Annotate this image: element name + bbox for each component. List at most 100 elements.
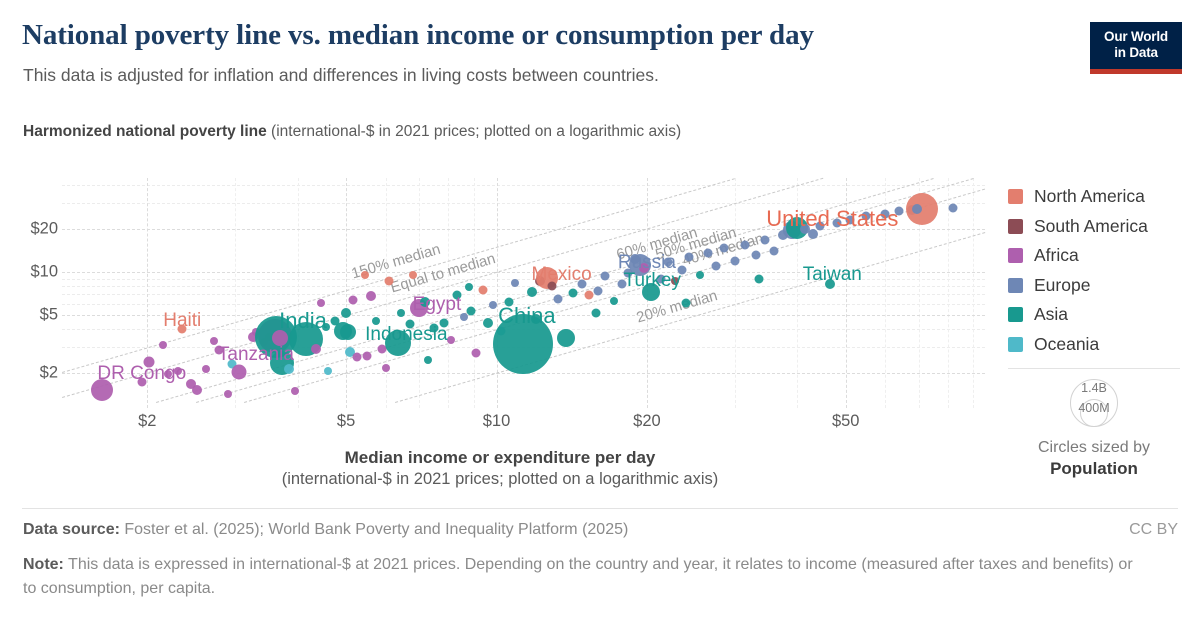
country-label[interactable]: Taiwan xyxy=(802,263,862,285)
data-point[interactable] xyxy=(365,291,376,302)
data-point[interactable] xyxy=(466,306,476,316)
scatter-plot-area[interactable]: 150% median Equal to median 60% median 50% … xyxy=(0,170,1200,410)
data-point[interactable] xyxy=(894,206,904,216)
data-point[interactable] xyxy=(577,279,587,289)
data-point[interactable] xyxy=(482,317,493,328)
country-label[interactable]: Turkey xyxy=(623,270,681,292)
data-point[interactable] xyxy=(271,329,288,346)
data-point[interactable] xyxy=(845,215,855,225)
data-point[interactable] xyxy=(90,378,113,401)
region-legend[interactable]: North America South America Africa Europe As… xyxy=(1008,182,1148,359)
data-point[interactable] xyxy=(321,322,330,331)
data-point[interactable] xyxy=(330,316,340,326)
data-point[interactable] xyxy=(352,352,362,362)
data-point[interactable] xyxy=(880,209,890,218)
data-point[interactable] xyxy=(420,296,431,307)
data-point[interactable] xyxy=(429,323,439,333)
our-world-in-data-logo[interactable]: Our World in Data xyxy=(1090,22,1182,74)
data-point[interactable] xyxy=(186,378,197,389)
data-point[interactable] xyxy=(324,367,332,376)
data-point[interactable] xyxy=(459,313,468,322)
data-point[interactable] xyxy=(397,309,406,318)
data-point[interactable] xyxy=(677,265,687,275)
data-point[interactable] xyxy=(446,336,455,345)
data-point[interactable] xyxy=(405,319,415,329)
data-point[interactable] xyxy=(177,324,187,334)
data-point[interactable] xyxy=(377,344,387,354)
data-point[interactable] xyxy=(493,314,554,375)
legend-item-europe[interactable]: Europe xyxy=(1008,271,1148,301)
data-point[interactable] xyxy=(381,364,390,373)
data-point[interactable] xyxy=(584,290,594,300)
data-point[interactable] xyxy=(730,256,740,266)
data-point[interactable] xyxy=(439,318,449,328)
data-point[interactable] xyxy=(284,363,295,374)
data-point[interactable] xyxy=(227,359,237,369)
data-point[interactable] xyxy=(703,248,713,258)
data-point[interactable] xyxy=(751,250,761,260)
data-point[interactable] xyxy=(163,370,172,379)
data-point[interactable] xyxy=(610,296,619,305)
license-label[interactable]: CC BY xyxy=(1129,521,1178,538)
data-point[interactable] xyxy=(617,279,627,289)
legend-item-north-america[interactable]: North America xyxy=(1008,182,1148,212)
data-point[interactable] xyxy=(786,217,809,240)
data-point[interactable] xyxy=(310,343,321,354)
data-point[interactable] xyxy=(489,300,498,309)
data-point[interactable] xyxy=(464,282,473,291)
data-point[interactable] xyxy=(137,377,147,387)
data-point[interactable] xyxy=(223,390,232,399)
data-point[interactable] xyxy=(711,261,721,271)
country-label[interactable]: Tanzania xyxy=(217,344,294,366)
data-point[interactable] xyxy=(341,307,352,318)
data-point[interactable] xyxy=(384,330,411,357)
data-point[interactable] xyxy=(557,328,576,347)
data-point[interactable] xyxy=(201,364,210,373)
country-label[interactable]: Indonesia xyxy=(365,324,448,346)
data-point[interactable] xyxy=(504,297,514,307)
data-point[interactable] xyxy=(638,263,649,274)
data-point[interactable] xyxy=(290,387,299,396)
data-point[interactable] xyxy=(362,351,372,361)
data-point[interactable] xyxy=(511,278,520,287)
legend-item-asia[interactable]: Asia xyxy=(1008,300,1148,330)
data-point[interactable] xyxy=(471,348,481,358)
country-label[interactable]: Haiti xyxy=(163,309,202,331)
data-point[interactable] xyxy=(912,204,923,215)
data-point[interactable] xyxy=(760,235,770,245)
data-point[interactable] xyxy=(478,285,488,295)
data-point[interactable] xyxy=(408,270,417,279)
data-point[interactable] xyxy=(547,281,557,291)
country-label[interactable]: Egypt xyxy=(412,293,462,315)
data-point[interactable] xyxy=(591,308,601,318)
data-point[interactable] xyxy=(568,288,578,298)
data-point[interactable] xyxy=(684,252,694,262)
data-point[interactable] xyxy=(681,298,691,308)
data-point[interactable] xyxy=(824,278,835,289)
data-point[interactable] xyxy=(158,341,167,350)
data-point[interactable] xyxy=(372,316,381,325)
data-point[interactable] xyxy=(553,294,563,304)
data-point[interactable] xyxy=(340,323,357,340)
data-point[interactable] xyxy=(452,290,462,300)
data-point[interactable] xyxy=(815,221,825,231)
data-point[interactable] xyxy=(348,295,358,305)
data-point[interactable] xyxy=(231,364,247,380)
data-point[interactable] xyxy=(143,356,155,368)
data-point[interactable] xyxy=(948,203,958,213)
country-label[interactable]: DR Congo xyxy=(97,363,187,385)
data-point[interactable] xyxy=(424,355,433,364)
data-point[interactable] xyxy=(623,268,633,278)
data-point[interactable] xyxy=(210,337,218,346)
data-point[interactable] xyxy=(754,274,764,284)
data-point[interactable] xyxy=(769,246,779,256)
data-point[interactable] xyxy=(384,276,394,286)
country-label[interactable]: China xyxy=(498,302,556,328)
data-point[interactable] xyxy=(832,218,842,228)
data-point[interactable] xyxy=(740,240,750,250)
country-label[interactable]: Mexico xyxy=(531,264,592,286)
data-point[interactable] xyxy=(695,270,704,279)
data-point[interactable] xyxy=(214,345,224,355)
data-point[interactable] xyxy=(360,271,369,280)
data-point[interactable] xyxy=(173,367,182,376)
